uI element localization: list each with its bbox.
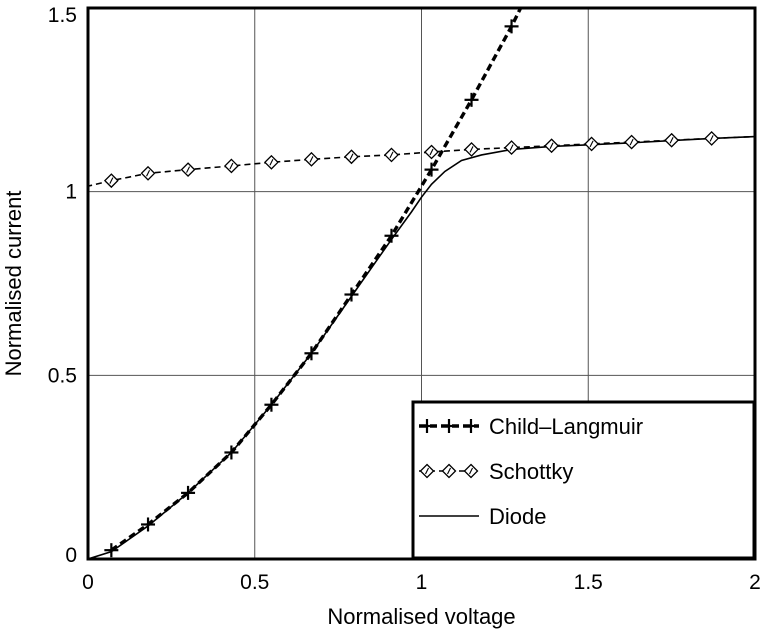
plus-marker [420,419,434,433]
plus-marker [104,543,119,558]
diamond-marker [664,132,680,148]
y-tick-label: 1.5 [48,4,77,27]
diamond-marker [441,463,457,479]
diamond-marker [223,158,239,174]
series-schottky [88,130,755,189]
diamond-marker [544,138,559,154]
plus-marker [464,419,478,433]
legend: Child–Langmuir Schottky Diode [411,400,756,560]
x-axis-label: Normalised voltage [327,604,515,629]
diamond-marker-tick [429,148,434,156]
legend-label: Diode [489,504,546,529]
diamond-marker [464,142,479,157]
x-tick-label: 1 [416,571,428,594]
diamond-marker [704,130,720,146]
tick-labels: 0 0.5 1 1.5 2 0 0.5 1 1.5 [48,4,761,594]
plus-marker [224,445,239,460]
diamond-marker-tick [509,144,514,151]
plus-marker [141,517,156,532]
diamond-marker-tick [349,153,354,161]
plus-marker [424,162,439,177]
plus-marker [181,485,196,500]
series-child-langmuir [104,8,523,558]
diamond-marker-tick [669,136,674,144]
plus-marker [442,419,456,433]
diamond-marker-tick [309,156,314,163]
y-tick-label: 0.5 [48,364,77,387]
diamond-marker-tick [389,151,394,159]
diamond-marker-tick [549,142,554,149]
y-tick-label: 1 [65,181,77,204]
x-tick-label: 2 [749,571,761,594]
plus-marker [464,92,479,107]
diamond-marker [624,134,640,150]
diamond-marker [180,162,196,178]
diamond-marker [140,165,156,181]
plus-marker [504,19,519,34]
series-group [88,8,755,559]
diamond-marker-tick [109,177,114,184]
plus-marker [304,346,319,361]
legend-label: Schottky [489,459,573,484]
diamond-marker [419,463,435,479]
legend-item: Diode [419,504,546,529]
x-tick-label: 1.5 [574,571,603,594]
y-tick-label: 0 [65,544,77,567]
diamond-marker [463,463,479,479]
series-line [110,8,523,552]
legend-item: Child–Langmuir [419,414,643,439]
legend-item: Schottky [419,459,573,484]
diamond-marker [504,140,519,156]
diamond-marker [424,144,439,160]
legend-box [411,400,756,560]
legend-label: Child–Langmuir [489,414,643,439]
x-tick-label: 0.5 [240,571,269,594]
diamond-marker [264,154,279,170]
diamond-marker [584,136,600,152]
diamond-marker-tick [589,140,594,148]
diamond-marker [103,173,119,189]
plus-marker [384,228,399,243]
diamond-marker-tick [269,159,274,166]
plus-marker [264,397,279,412]
diamond-marker-tick [186,166,191,173]
plus-marker [344,287,359,302]
diamond-marker [384,147,399,163]
diamond-marker-tick [425,467,429,475]
diamond-marker-tick [469,467,473,475]
x-tick-label: 0 [82,571,94,594]
diamond-marker-tick [709,135,714,142]
diamond-marker-tick [629,138,634,146]
diamond-marker-tick [469,146,474,153]
grid [88,8,755,559]
y-axis-label: Normalised current [1,191,26,377]
diamond-marker-tick [447,467,451,475]
diamond-marker [344,149,359,165]
diamond-marker-tick [146,170,151,177]
diamond-marker-tick [229,162,234,170]
diamond-marker [304,151,319,167]
